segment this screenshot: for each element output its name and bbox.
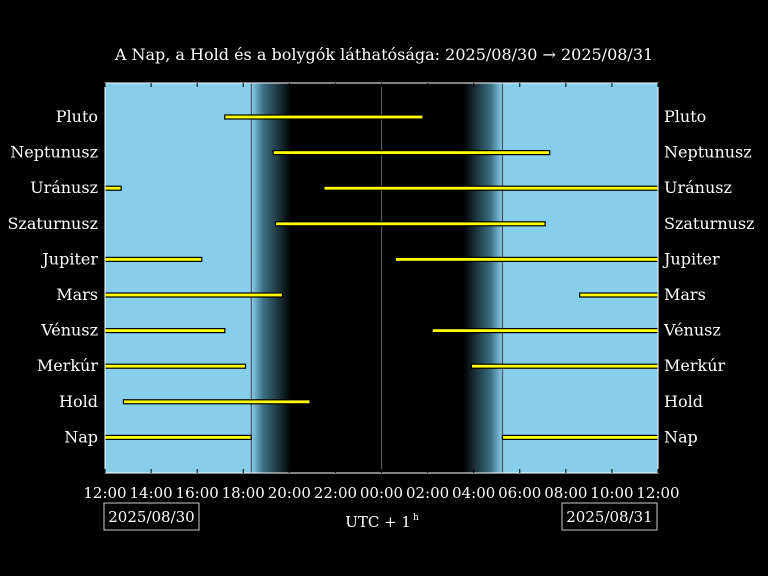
date-box-right: 2025/08/31: [561, 502, 658, 531]
bar-mars-2: [579, 292, 659, 298]
bar-nap-2: [501, 434, 659, 440]
label-right-uranusz: Uránusz: [664, 178, 732, 197]
bar-uranusz-1: [104, 185, 122, 191]
plot-background: [105, 83, 658, 473]
bar-szaturnusz-1: [274, 221, 546, 227]
label-left-neptunusz: Neptunusz: [10, 143, 98, 162]
plot-frame: [104, 82, 659, 474]
night-region: [291, 83, 464, 473]
bar-hold-1: [122, 399, 311, 405]
label-left-szaturnusz: Szaturnusz: [7, 214, 98, 233]
dusk-twilight-region: [251, 83, 292, 473]
bar-merkur-2: [470, 363, 659, 369]
x-tick-label: 10:00: [590, 484, 633, 502]
label-right-jupiter: Jupiter: [662, 249, 720, 268]
x-tick-label: 20:00: [268, 484, 311, 502]
label-right-mars: Mars: [664, 285, 706, 304]
x-tick-label: 12:00: [83, 484, 126, 502]
dawn-twilight-region: [463, 83, 503, 473]
bar-merkur-1: [104, 363, 247, 369]
x-tick-label: 12:00: [636, 484, 679, 502]
bar-nap-1: [104, 434, 252, 440]
label-left-pluto: Pluto: [56, 107, 98, 126]
bar-mars-1: [104, 292, 284, 298]
date-left-label: 2025/08/30: [108, 508, 194, 526]
bar-jupiter-1: [104, 256, 203, 262]
date-box-left: 2025/08/30: [103, 502, 200, 531]
bar-venusz-1: [104, 328, 226, 334]
x-tick-label: 04:00: [452, 484, 495, 502]
label-left-mars: Mars: [56, 285, 98, 304]
bar-neptunusz-1: [272, 150, 551, 156]
body-labels: Pluto Pluto Neptunusz Neptunusz Uránusz Uránu…: [7, 107, 754, 446]
label-left-jupiter: Jupiter: [40, 249, 98, 268]
label-left-merkur: Merkúr: [37, 356, 99, 375]
bar-pluto-1: [224, 114, 424, 120]
bar-venusz-2: [431, 328, 659, 334]
x-axis-label-main: UTC + 1: [345, 513, 411, 531]
x-tick-labels: 12:00 14:00 16:00 18:00 20:00 22:00 00:00 02:00…: [83, 484, 679, 502]
label-left-nap: Nap: [64, 427, 98, 446]
x-tick-label: 16:00: [176, 484, 219, 502]
label-left-venusz: Vénusz: [40, 321, 98, 340]
label-right-szaturnusz: Szaturnusz: [664, 214, 755, 233]
label-left-uranusz: Uránusz: [30, 178, 98, 197]
bar-uranusz-2: [323, 185, 659, 191]
x-tick-label: 18:00: [222, 484, 265, 502]
date-right-label: 2025/08/31: [566, 508, 652, 526]
x-tick-label: 14:00: [129, 484, 172, 502]
label-right-venusz: Vénusz: [663, 321, 721, 340]
x-axis-label-sup: h: [413, 513, 419, 523]
label-right-merkur: Merkúr: [664, 356, 726, 375]
day-region-evening: [105, 83, 252, 473]
label-right-pluto: Pluto: [664, 107, 706, 126]
x-tick-label: 06:00: [498, 484, 541, 502]
bar-jupiter-2: [394, 256, 659, 262]
label-right-nap: Nap: [664, 427, 698, 446]
label-right-hold: Hold: [664, 392, 703, 411]
x-tick-label: 22:00: [314, 484, 357, 502]
x-tick-label: 08:00: [544, 484, 587, 502]
day-region-morning: [502, 83, 658, 473]
x-tick-label: 00:00: [360, 484, 403, 502]
label-right-neptunusz: Neptunusz: [664, 143, 752, 162]
x-tick-label: 02:00: [406, 484, 449, 502]
label-left-hold: Hold: [59, 392, 98, 411]
chart-title: A Nap, a Hold és a bolygók láthatósága: …: [114, 45, 653, 64]
